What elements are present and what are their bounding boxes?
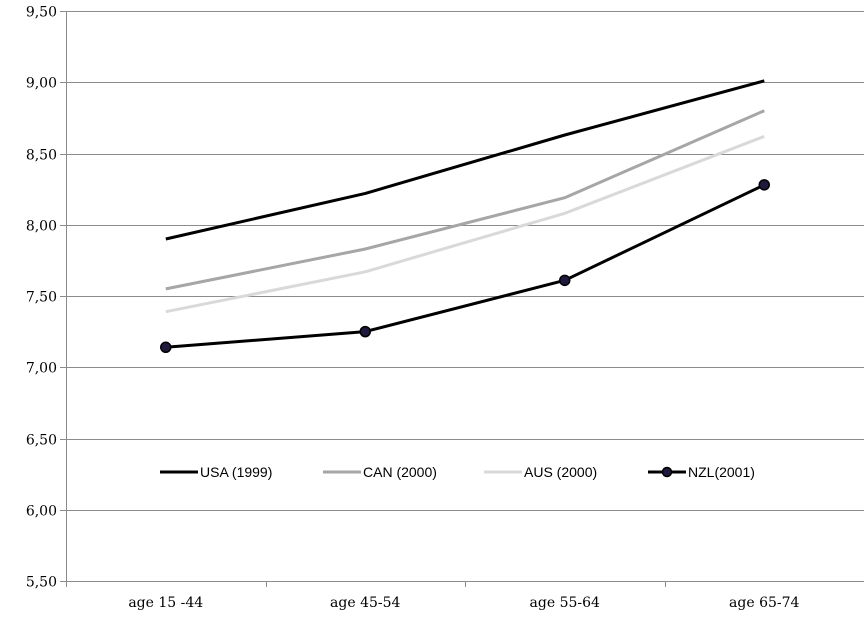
data-point: [559, 274, 571, 287]
data-point: [160, 341, 172, 354]
axes: [66, 11, 864, 587]
grid-lines: [60, 11, 864, 582]
legend-label: NZL(2001): [688, 464, 755, 480]
legend-label: AUS (2000): [524, 464, 597, 480]
x-tick-label: age 55-64: [530, 595, 600, 611]
series-line-1: [165, 109, 765, 291]
series-lines: [160, 79, 770, 354]
legend-label: USA (1999): [200, 464, 272, 480]
x-tick-label: age 45-54: [330, 595, 400, 611]
y-tick-label: 9,50: [26, 5, 57, 21]
series-line-2: [165, 135, 765, 314]
data-point: [758, 179, 770, 191]
legend-label: CAN (2000): [363, 464, 437, 480]
data-point: [359, 325, 371, 338]
series-line-0: [165, 79, 765, 241]
y-tick-label: 8,00: [26, 219, 57, 235]
y-tick-label: 6,00: [26, 504, 57, 520]
y-tick-label: 6,50: [26, 433, 57, 449]
x-tick-label: age 65-74: [729, 595, 799, 611]
x-axis-tick-labels: age 15 -44 age 45-54 age 55-64 age 65-74: [128, 595, 799, 611]
series-line-3: [165, 183, 765, 349]
y-tick-label: 5,50: [26, 575, 57, 591]
y-axis-tick-labels: 5,50 6,00 6,50 7,00 7,50 8,00 8,50 9,00 9,50: [26, 5, 57, 591]
y-tick-label: 7,50: [26, 290, 57, 306]
y-tick-label: 8,50: [26, 148, 57, 164]
legend: USA (1999) CAN (2000) AUS (2000) NZL(2001): [160, 464, 755, 480]
legend-marker: [661, 466, 673, 478]
y-tick-label: 9,00: [26, 76, 57, 92]
x-tick-label: age 15 -44: [128, 595, 203, 611]
y-tick-label: 7,00: [26, 361, 57, 377]
